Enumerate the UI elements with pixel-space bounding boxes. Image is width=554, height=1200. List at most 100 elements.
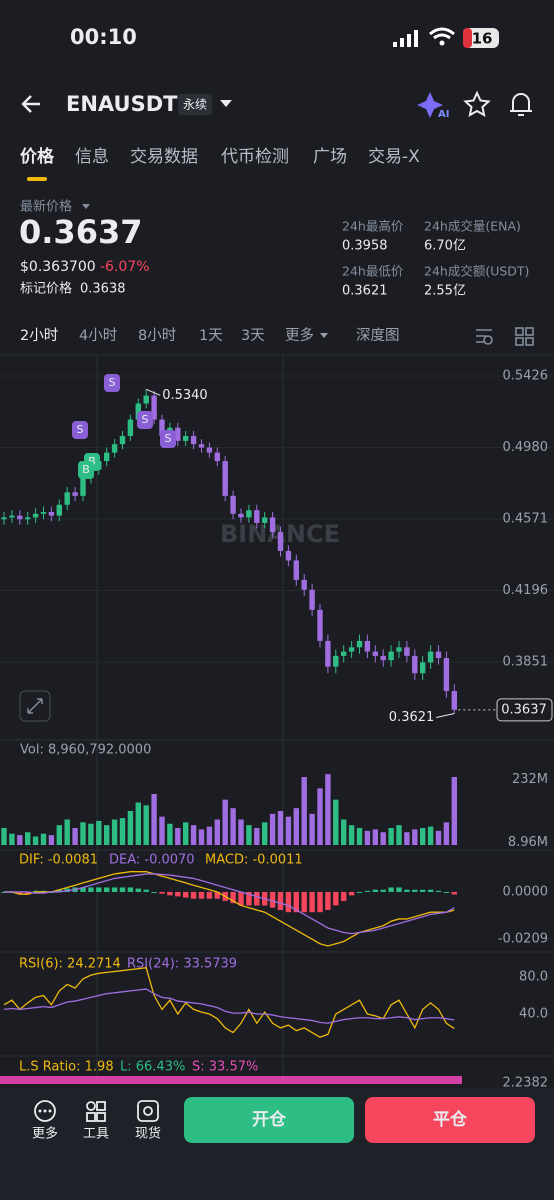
layout-button[interactable]: [515, 327, 534, 346]
volume-bar: [143, 805, 149, 845]
candle-body: [277, 532, 284, 551]
volume-bar: [40, 833, 47, 845]
spot-icon[interactable]: [137, 1100, 159, 1122]
interval[interactable]: 3天: [241, 328, 265, 344]
trade-marker[interactable]: [160, 430, 176, 448]
macd-bar: [420, 889, 426, 892]
macd-bar: [159, 891, 165, 894]
volume-bar: [214, 819, 220, 845]
intervals: 2小时 4小时 8小时 1天 3天 更多 深度图: [20, 327, 400, 344]
trade-marker[interactable]: [72, 421, 88, 439]
interval[interactable]: 4小时: [79, 327, 117, 344]
latest-label: 最新价格: [20, 199, 72, 215]
macd-bar: [230, 891, 236, 904]
tab[interactable]: 广场: [313, 147, 347, 167]
tab-indicator: [27, 177, 47, 181]
tab[interactable]: 代币检测: [221, 147, 289, 167]
trade-marker-label: S: [109, 376, 116, 389]
volume-bar: [190, 825, 197, 845]
alert-button[interactable]: [510, 93, 532, 116]
symbol-dropdown[interactable]: [220, 100, 232, 107]
symbol[interactable]: ENAUSDT: [66, 92, 178, 116]
tab[interactable]: 价格: [20, 146, 55, 167]
trade-marker[interactable]: [137, 411, 153, 429]
trade-marker[interactable]: [78, 461, 94, 479]
favorite-button[interactable]: [463, 90, 491, 117]
tab[interactable]: 信息: [75, 147, 109, 167]
volume-bar: [17, 835, 23, 845]
interval[interactable]: 深度图: [356, 327, 400, 344]
candle-body: [348, 647, 355, 652]
more-dots: [38, 1109, 52, 1113]
spot-label[interactable]: 现货: [135, 1126, 161, 1142]
volume-bar: [404, 832, 410, 845]
indicator-label: DEA: -0.0070: [109, 853, 195, 868]
indicator-label: DIF: -0.0081: [19, 853, 98, 868]
macd-bar: [119, 887, 126, 892]
trade-marker-label: B: [88, 455, 96, 468]
fullscreen-button[interactable]: [19, 690, 51, 722]
volume-bar: [301, 777, 307, 845]
close-button[interactable]: [365, 1097, 535, 1143]
wifi-dot: [439, 40, 445, 46]
ai-icon[interactable]: [417, 92, 443, 118]
tools-label[interactable]: 工具: [83, 1127, 109, 1142]
candle-body: [254, 510, 260, 523]
volume-bar: [48, 835, 55, 845]
candle-body: [293, 560, 299, 580]
interval[interactable]: 1天: [199, 328, 223, 344]
volume-bar: [427, 826, 434, 845]
interval[interactable]: 2小时: [20, 327, 58, 344]
candle-body: [9, 515, 15, 518]
more-dropdown[interactable]: [320, 333, 328, 338]
volume-bar: [198, 829, 205, 845]
interval[interactable]: 8小时: [138, 327, 176, 344]
candle-body: [40, 511, 47, 514]
tools-icon[interactable]: [86, 1101, 106, 1122]
volume-tick: 8.96M: [508, 835, 548, 850]
macd-bar: [285, 891, 292, 913]
indicator-settings[interactable]: [476, 329, 492, 343]
volume-bar: [1, 828, 7, 845]
candle-body: [111, 444, 118, 453]
macd-bar: [451, 891, 457, 895]
tab[interactable]: 交易-X: [368, 147, 420, 167]
candle-body: [143, 395, 149, 404]
open-button[interactable]: [184, 1097, 354, 1143]
ls-bars: [0, 1076, 462, 1084]
candle-body: [135, 403, 141, 420]
candle-body: [420, 662, 426, 674]
more-icon[interactable]: [34, 1100, 56, 1122]
macd-bar: [317, 891, 323, 913]
candle-body: [396, 647, 402, 652]
macd-bar: [380, 889, 386, 892]
trade-marker-label: S: [142, 413, 149, 426]
rsi-tick: 80.0: [519, 970, 548, 985]
price-tick: 0.5426: [503, 368, 549, 383]
macd-bar: [135, 888, 141, 892]
interval[interactable]: 更多: [285, 327, 314, 344]
volume-bar: [388, 828, 394, 845]
candle-body: [325, 640, 331, 667]
macd-bar: [356, 891, 363, 893]
battery-level: [463, 28, 472, 48]
volume-bar: [356, 828, 363, 845]
macd-bar: [254, 891, 260, 906]
more-label[interactable]: 更多: [32, 1126, 58, 1142]
settings-dot: [483, 335, 493, 345]
macd-bar: [348, 891, 355, 896]
macd-bar: [372, 889, 378, 892]
tab[interactable]: 交易数据: [130, 147, 198, 167]
macd-bar: [396, 887, 402, 892]
close-label: 平仓: [433, 1109, 468, 1130]
back-button[interactable]: [21, 95, 40, 113]
macd-tick: -0.0209: [498, 931, 548, 946]
latest-dropdown[interactable]: [82, 204, 90, 209]
candlestick-chart: BINANCE0.54260.49800.45710.41960.38510.5…: [0, 355, 554, 1091]
indicator-label: L.S Ratio: 1.98: [19, 1060, 114, 1075]
stat-label: 24h最高价: [342, 219, 404, 234]
candle-body: [309, 589, 315, 610]
trade-marker[interactable]: [104, 374, 120, 392]
high-pointer: [146, 388, 161, 396]
